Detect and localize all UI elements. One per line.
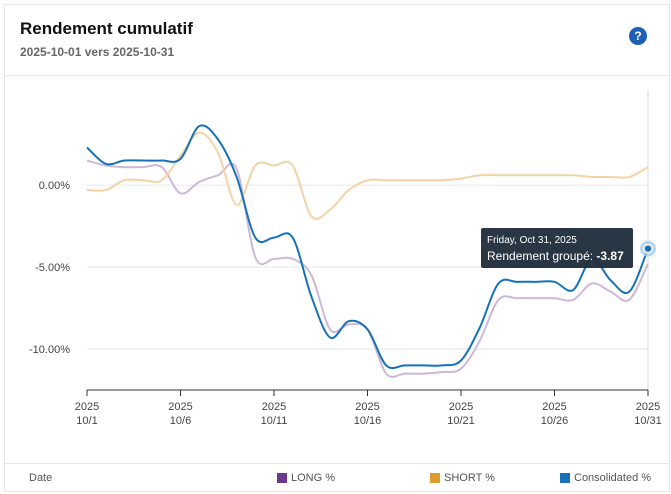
- x-tick-label: 10/1: [76, 415, 97, 427]
- hover-marker: [643, 243, 653, 254]
- legend-swatch-consolidated: [560, 473, 570, 483]
- legend-date-label: Date: [29, 472, 53, 484]
- tooltip-value: Rendement groupé: -3.87: [487, 249, 624, 263]
- series-line-short: [86, 131, 649, 220]
- legend-item-long[interactable]: LONG %: [277, 472, 335, 484]
- chart-overlay: Friday, Oct 31, 2025 Rendement groupé: -3…: [481, 228, 656, 268]
- y-tick-label: 0.00%: [39, 180, 70, 192]
- legend-label-short: SHORT %: [444, 472, 495, 484]
- x-tick-year: 2025: [355, 401, 379, 413]
- tooltip-value-number: -3.87: [596, 249, 624, 263]
- x-tick-label: 10/16: [354, 415, 382, 427]
- y-tick-label: -10.00%: [29, 344, 70, 356]
- tooltip-date: Friday, Oct 31, 2025: [487, 235, 577, 246]
- legend-label-consolidated: Consolidated %: [574, 472, 652, 484]
- x-tick-label: 10/6: [170, 415, 191, 427]
- x-tick-label: 10/26: [541, 415, 569, 427]
- page-title: Rendement cumulatif: [20, 19, 193, 38]
- legend-swatch-long: [277, 473, 287, 483]
- x-tick-label: 10/11: [261, 415, 288, 427]
- x-tick-label: 10/31: [634, 415, 662, 427]
- chart-grid: [87, 90, 649, 390]
- x-tick-year: 2025: [168, 401, 192, 413]
- tooltip-value-label: Rendement groupé:: [487, 249, 596, 263]
- x-tick-year: 2025: [75, 401, 99, 413]
- series-line-long: [86, 159, 649, 378]
- x-tick-year: 2025: [449, 401, 473, 413]
- legend-item-consolidated[interactable]: Consolidated %: [560, 472, 651, 484]
- x-tick-year: 2025: [262, 401, 286, 413]
- legend-item-short[interactable]: SHORT %: [430, 472, 495, 484]
- chart-legend: Date LONG % SHORT % Consolidated %: [5, 463, 669, 492]
- x-tick-label: 10/21: [447, 415, 475, 427]
- x-tick-year: 2025: [636, 401, 660, 413]
- chart-axes: 0.00% -5.00% -10.00% 2025 10/1 2025 10/6 2025 10…: [29, 180, 662, 427]
- chart-series: [86, 124, 649, 378]
- x-tick-year: 2025: [542, 401, 566, 413]
- help-icon[interactable]: ?: [629, 27, 647, 45]
- date-range: 2025-10-01 vers 2025-10-31: [20, 45, 175, 59]
- legend-label-long: LONG %: [291, 472, 336, 484]
- legend-swatch-short: [430, 473, 440, 483]
- card-header: Rendement cumulatif 2025-10-01 vers 2025…: [5, 5, 669, 76]
- series-line-consolidated: [86, 124, 649, 370]
- y-tick-label: -5.00%: [35, 262, 70, 274]
- tooltip-box: [481, 228, 633, 268]
